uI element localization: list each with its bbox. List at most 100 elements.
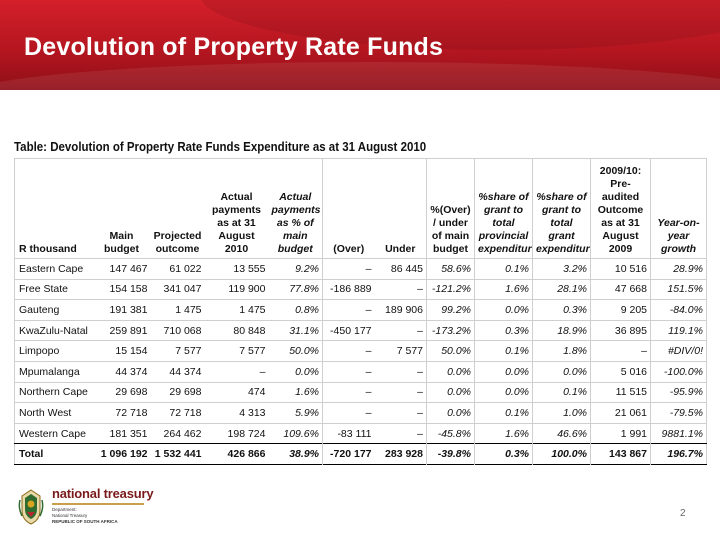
table-cell: 1.6% [474, 423, 533, 444]
table-cell: 61 022 [169, 262, 202, 275]
table-cell: 1 991 [590, 423, 651, 444]
table-cell: 119 900 [228, 283, 266, 296]
table-cell: – [322, 340, 375, 362]
table-cell: 259 891 [109, 324, 148, 337]
row-label-cell: KwaZulu-Natal [19, 324, 88, 337]
table-cell: 109.6% [283, 427, 319, 440]
table-cell: – [322, 402, 375, 424]
table-cell: 72 718 [169, 406, 202, 419]
table-cell: -83 111 [322, 423, 375, 444]
row-label-cell: Mpumalanga [19, 365, 80, 378]
slide-title: Devolution of Property Rate Funds [24, 33, 444, 61]
table-row: Free State 154 158 341 047 119 900 77.8% -186… [14, 279, 707, 300]
table-cell: 7 577 [396, 345, 423, 358]
table-cell: – [322, 299, 375, 321]
brand-sub-country: REPUBLIC OF SOUTH AFRICA [52, 519, 118, 524]
table-title: Table: Devolution of Property Rate Funds… [14, 140, 427, 154]
data-table-container: R thousand Main budget Projected outcome… [14, 158, 707, 465]
table-cell: 196.7% [650, 443, 707, 465]
table-cell: 15 154 [115, 345, 148, 358]
table-row: Northern Cape 29 698 29 698 474 1.6% – –0.0% 0.… [14, 382, 707, 403]
table-cell: 147 467 [109, 262, 148, 275]
table-row: Gauteng 191 381 1 475 1 475 0.8% –189 906 99.2… [14, 299, 707, 321]
table-cell: -79.5% [650, 402, 707, 424]
national-treasury-logo: national treasury Department: National T… [18, 486, 158, 530]
table-cell: – [417, 406, 423, 419]
page-number: 2 [680, 508, 686, 519]
table-row: Mpumalanga 44 374 44 374–0.0% – –0.0% 0.0% 0.0… [14, 361, 707, 383]
table-cell: -95.9% [650, 382, 707, 403]
header-cell: %share of grant to total grant expenditu… [532, 158, 591, 259]
table-cell: 119.1% [650, 320, 707, 341]
table-row: Limpopo 15 154 7 577 7 577 50.0% –7 577 50.0% 0… [14, 340, 707, 362]
table-cell: 181 351 [109, 427, 148, 440]
table-cell: 28.9% [650, 258, 707, 280]
table-cell: 0.1% [474, 402, 533, 424]
header-cell: Year-on-year growth [650, 158, 707, 259]
table-cell: 151.5% [650, 279, 707, 300]
decorative-swoosh [0, 62, 720, 90]
table-cell: 29 698 [115, 386, 148, 399]
title-bar: Devolution of Property Rate Funds [0, 0, 720, 90]
table-cell: – [417, 283, 423, 296]
table-cell: 77.8% [289, 283, 319, 296]
table-cell: 13 555 [233, 262, 266, 275]
table-cell: 0.0% [474, 382, 533, 403]
table-cell: 1.8% [532, 340, 591, 362]
table-cell: 0.0% [474, 299, 533, 321]
header-cell: Main budget [104, 230, 139, 255]
table-cell: -121.2% [426, 279, 475, 300]
header-cell: Under [385, 243, 416, 255]
table-cell: 11 515 [590, 382, 651, 403]
table-cell: -450 177 [322, 320, 375, 341]
table-cell: 0.1% [474, 340, 533, 362]
header-cell: R thousand [19, 243, 77, 255]
table-cell: -100.0% [650, 361, 707, 383]
table-cell: 44 374 [115, 365, 148, 378]
table-cell: 29 698 [169, 386, 202, 399]
table-cell: – [322, 382, 375, 403]
table-cell: 0.0% [426, 402, 475, 424]
table-cell: 50.0% [289, 345, 319, 358]
row-label-cell: Northern Cape [19, 386, 88, 399]
table-cell: 50.0% [426, 340, 475, 362]
table-cell: – [417, 427, 423, 440]
row-label-cell: Eastern Cape [19, 262, 84, 275]
table-cell: 28.1% [532, 279, 591, 300]
table-cell: – [322, 258, 375, 280]
table-cell: 86 445 [390, 262, 423, 275]
table-cell: 283 928 [385, 448, 423, 461]
table-cell: 9 205 [590, 299, 651, 321]
table-cell: 5 016 [590, 361, 651, 383]
table-header-row: R thousand Main budget Projected outcome… [15, 158, 707, 259]
row-label-cell: Total [19, 448, 44, 461]
table-cell: 341 047 [163, 283, 202, 296]
header-cell: (Over) [322, 158, 375, 259]
table-cell: 1.6% [295, 386, 319, 399]
brand-divider [52, 503, 144, 505]
table-cell: 474 [247, 386, 266, 399]
row-label-cell: Western Cape [19, 427, 86, 440]
header-cell: Actual payments as at 31 August 2010 [211, 191, 262, 255]
table-cell: 710 068 [163, 324, 202, 337]
table-cell: 36 895 [590, 320, 651, 341]
table-cell: -45.8% [426, 423, 475, 444]
table-cell: 1.0% [532, 402, 591, 424]
table-cell: 7 577 [239, 345, 266, 358]
table-cell: 9.2% [295, 262, 319, 275]
table-cell: -173.2% [426, 320, 475, 341]
table-cell: -720 177 [322, 443, 375, 465]
table-cell: 0.1% [532, 382, 591, 403]
table-total-row: Total 1 096 192 1 532 441 426 866 38.9% -720 … [14, 443, 707, 465]
table-cell: 0.3% [474, 443, 533, 465]
brand-sub-department: Department: [52, 507, 77, 512]
table-cell: 0.3% [474, 320, 533, 341]
table-cell: 191 381 [109, 303, 148, 316]
table-cell: 1 475 [239, 303, 266, 316]
brand-sub-name: National Treasury [52, 513, 88, 518]
row-label-cell: Limpopo [19, 345, 60, 358]
table-cell: 0.0% [426, 382, 475, 403]
table-cell: 80 848 [233, 324, 266, 337]
table-cell: 426 866 [227, 448, 266, 461]
table-cell: -39.8% [426, 443, 475, 465]
